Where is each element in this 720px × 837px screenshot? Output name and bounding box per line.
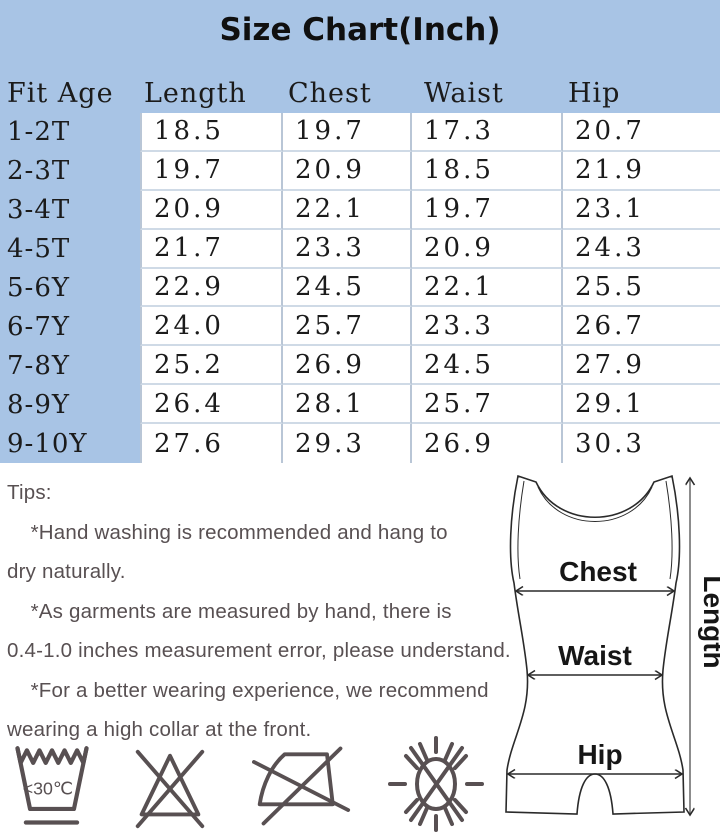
- cell-length: 24.0: [140, 307, 283, 347]
- garment-measurement-diagram: Chest Waist Hip Length: [505, 474, 720, 837]
- do-not-sun-dry-icon: [388, 736, 484, 832]
- care-icons-row: <30℃: [0, 728, 520, 837]
- table-row: 26.4 28.1 25.7 29.1: [140, 385, 720, 425]
- left-armhole-trim: [517, 480, 525, 580]
- cell-length: 27.6: [140, 424, 283, 464]
- tip-line: dry naturally.: [7, 560, 126, 583]
- table-row: 27.6 29.3 26.9 30.3: [140, 424, 720, 464]
- cell-length: 26.4: [140, 385, 283, 425]
- wash-temp-label: <30℃: [23, 778, 73, 798]
- cell-waist: 25.7: [412, 385, 563, 425]
- cell-length: 25.2: [140, 346, 283, 386]
- table-row: 18.5 19.7 17.3 20.7: [140, 113, 720, 152]
- row-label-fit-age: 8-9Y: [7, 389, 71, 420]
- cell-hip: 29.1: [563, 385, 720, 425]
- cell-hip: 26.7: [563, 307, 720, 347]
- tip-line: *For a better wearing experience, we rec…: [7, 678, 489, 702]
- table-row: 25.2 26.9 24.5 27.9: [140, 346, 720, 386]
- row-label-fit-age: 4-5T: [7, 234, 71, 265]
- page-title: Size Chart(Inch): [219, 12, 501, 48]
- cell-chest: 24.5: [283, 268, 412, 308]
- cell-waist: 17.3: [412, 113, 563, 152]
- cell-hip: 24.3: [563, 229, 720, 269]
- tip-line: wearing a high collar at the front.: [7, 718, 312, 741]
- cell-hip: 27.9: [563, 346, 720, 386]
- tip-line: *As garments are measured by hand, there…: [7, 599, 452, 623]
- column-header-length: Length: [144, 78, 247, 109]
- table-row: 21.7 23.3 20.9 24.3: [140, 229, 720, 269]
- cell-length: 21.7: [140, 229, 283, 269]
- table-row: 20.9 22.1 19.7 23.1: [140, 190, 720, 230]
- waist-label: Waist: [558, 640, 632, 671]
- cell-length: 18.5: [140, 113, 283, 152]
- cell-waist: 18.5: [412, 151, 563, 191]
- row-label-fit-age: 2-3T: [7, 156, 71, 187]
- table-row: 19.7 20.9 18.5 21.9: [140, 151, 720, 191]
- cell-chest: 26.9: [283, 346, 412, 386]
- table-row: 22.9 24.5 22.1 25.5: [140, 268, 720, 308]
- cell-waist: 24.5: [412, 346, 563, 386]
- right-armhole-trim: [665, 480, 673, 580]
- size-table-body: 18.5 19.7 17.3 20.7 19.7 20.9 18.5 21.9 …: [140, 113, 720, 464]
- cell-waist: 22.1: [412, 268, 563, 308]
- tip-line: Tips:: [7, 481, 52, 504]
- cell-chest: 25.7: [283, 307, 412, 347]
- cell-chest: 29.3: [283, 424, 412, 464]
- cell-length: 19.7: [140, 151, 283, 191]
- row-label-fit-age: 6-7Y: [7, 311, 71, 342]
- cell-hip: 20.7: [563, 113, 720, 152]
- tip-line: 0.4-1.0 inches measurement error, please…: [7, 639, 511, 662]
- cell-hip: 23.1: [563, 190, 720, 230]
- length-label: Length: [698, 575, 720, 668]
- cell-hip: 21.9: [563, 151, 720, 191]
- row-label-fit-age: 1-2T: [7, 117, 71, 148]
- hip-label: Hip: [577, 739, 622, 770]
- cell-waist: 26.9: [412, 424, 563, 464]
- cell-hip: 30.3: [563, 424, 720, 464]
- hand-wash-max-30c-icon: <30℃: [15, 746, 89, 825]
- cell-chest: 19.7: [283, 113, 412, 152]
- tips-section: Tips: *Hand washing is recommended and h…: [7, 473, 527, 750]
- column-header-fit-age: Fit Age: [7, 78, 114, 109]
- row-label-fit-age: 7-8Y: [7, 350, 71, 381]
- cell-length: 22.9: [140, 268, 283, 308]
- table-row: 24.0 25.7 23.3 26.7: [140, 307, 720, 347]
- neckline-trim: [537, 486, 653, 522]
- column-header-waist: Waist: [424, 78, 504, 109]
- column-header-hip: Hip: [568, 78, 621, 109]
- do-not-bleach-icon: [135, 749, 205, 829]
- chest-label: Chest: [559, 556, 637, 587]
- row-label-fit-age: 3-4T: [7, 195, 71, 226]
- cell-chest: 20.9: [283, 151, 412, 191]
- cell-waist: 23.3: [412, 307, 563, 347]
- row-label-fit-age: 9-10Y: [7, 428, 88, 459]
- cell-length: 20.9: [140, 190, 283, 230]
- row-label-column: 1-2T 2-3T 3-4T 4-5T 5-6Y 6-7Y 7-8Y 8-9Y …: [0, 113, 140, 463]
- tip-line: *Hand washing is recommended and hang to: [7, 520, 448, 544]
- cell-chest: 23.3: [283, 229, 412, 269]
- column-header-chest: Chest: [288, 78, 372, 109]
- header-background: [0, 0, 720, 113]
- cell-hip: 25.5: [563, 268, 720, 308]
- cell-chest: 28.1: [283, 385, 412, 425]
- row-label-fit-age: 5-6Y: [7, 273, 71, 303]
- cell-waist: 19.7: [412, 190, 563, 230]
- leotard-outline: [505, 474, 685, 815]
- cell-chest: 22.1: [283, 190, 412, 230]
- row-label-column-background: [0, 113, 140, 463]
- do-not-iron-icon: [252, 746, 351, 826]
- cell-waist: 20.9: [412, 229, 563, 269]
